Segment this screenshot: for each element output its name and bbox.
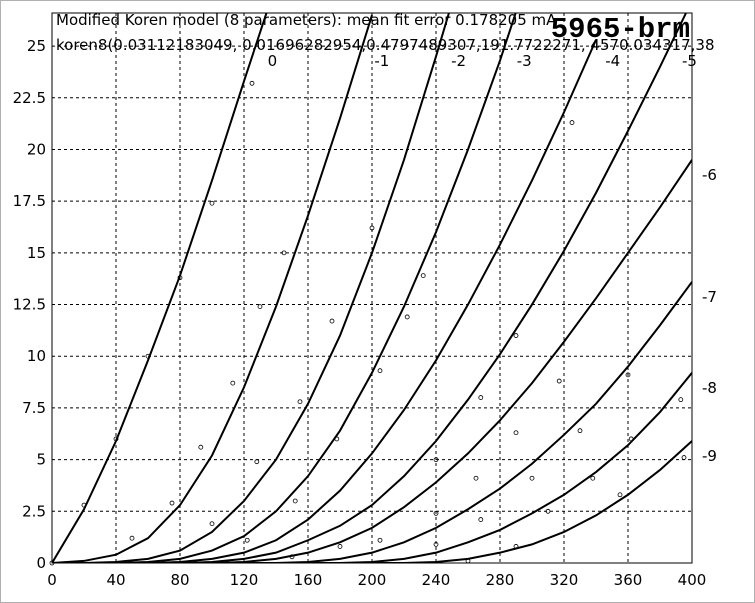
x-tick-label: 160 (294, 571, 323, 589)
measured-point (198, 444, 204, 450)
x-tick-label: 320 (550, 571, 579, 589)
curve (52, 39, 597, 563)
measured-point (334, 436, 340, 442)
curve-label: -3 (517, 52, 532, 70)
measured-point (628, 436, 634, 442)
measured-point (681, 455, 687, 460)
measured-point (289, 554, 295, 560)
grid (51, 13, 693, 564)
measured-point (145, 353, 151, 359)
y-tick-label: 22.5 (13, 89, 46, 107)
measured-point (529, 475, 535, 481)
measured-point (254, 459, 260, 465)
measured-point (513, 544, 519, 549)
curves (52, 13, 692, 563)
measured-point (404, 314, 410, 320)
y-tick-label: 10 (27, 347, 46, 365)
x-tick-label: 80 (170, 571, 189, 589)
measured-point (433, 541, 439, 547)
measured-point (377, 368, 383, 374)
y-tick-label: 25 (27, 37, 46, 55)
measured-point (577, 428, 583, 434)
curve-label: -4 (605, 52, 620, 70)
y-tick-label: 0 (36, 554, 46, 572)
curve (52, 372, 692, 563)
y-tick-label: 5 (36, 451, 46, 469)
measured-point (369, 225, 375, 231)
points (49, 80, 687, 566)
measured-point (337, 544, 343, 549)
labels: 0 40 80 120 160 200 240 280 320 360 40002.557.5101… (13, 37, 717, 589)
curve (52, 13, 450, 563)
measured-point (625, 372, 631, 378)
measured-point (297, 399, 303, 405)
measured-point (81, 502, 87, 508)
measured-point (209, 521, 215, 527)
measured-point (209, 200, 215, 206)
y-tick-label: 2.5 (22, 502, 46, 520)
x-tick-label: 0 (47, 571, 57, 589)
measured-point (177, 275, 183, 281)
curve (52, 13, 268, 563)
curve-label: -9 (702, 447, 717, 465)
x-tick-label: 280 (486, 571, 515, 589)
measured-point (169, 500, 175, 506)
measured-point (478, 395, 484, 400)
measured-point (257, 304, 263, 310)
curve-label: -6 (702, 166, 717, 184)
curve (52, 14, 373, 563)
measured-point (513, 333, 519, 338)
curve-label: -2 (451, 52, 466, 70)
measured-point (292, 498, 298, 504)
x-tick-label: 120 (230, 571, 259, 589)
measured-point (281, 250, 287, 256)
measured-point (473, 475, 479, 481)
measured-point (569, 120, 575, 125)
measured-point (329, 318, 335, 324)
y-tick-label: 17.5 (13, 192, 46, 210)
curve-label: -7 (702, 288, 717, 306)
measured-point (556, 378, 562, 384)
y-tick-label: 20 (27, 140, 46, 158)
curve (52, 440, 692, 563)
measured-point (678, 397, 684, 403)
y-tick-label: 12.5 (13, 296, 46, 314)
measured-point (433, 457, 439, 463)
measured-point (617, 492, 623, 498)
measured-point (377, 537, 383, 543)
chart-subtitle: koren8(0.03112183049, 0.01696282954,0.47… (56, 36, 715, 54)
measured-point (478, 517, 484, 522)
measured-point (244, 537, 250, 543)
curve-label: -5 (682, 52, 697, 70)
measured-point (230, 380, 236, 386)
measured-point (249, 80, 255, 86)
x-tick-label: 200 (358, 571, 387, 589)
tube-name: 5965-brm (551, 13, 690, 46)
x-tick-label: 360 (614, 571, 643, 589)
y-tick-label: 7.5 (22, 399, 46, 417)
curve-label: -1 (374, 52, 389, 70)
measured-point (420, 273, 426, 278)
curve (52, 13, 688, 563)
curve (52, 281, 692, 563)
x-tick-label: 240 (422, 571, 451, 589)
plot-frame (51, 12, 693, 564)
x-tick-label: 400 (678, 571, 707, 589)
measured-point (513, 430, 519, 436)
curve (52, 159, 692, 563)
chart-title: Modified Koren model (8 parameters): mea… (56, 11, 557, 29)
measured-point (433, 510, 439, 516)
curve-label: 0 (268, 52, 278, 70)
y-tick-label: 15 (27, 244, 46, 262)
measured-point (590, 475, 596, 481)
measured-point (545, 508, 551, 514)
curve-label: -8 (702, 379, 717, 397)
measured-point (113, 436, 119, 442)
x-tick-label: 40 (106, 571, 125, 589)
measured-point (129, 535, 135, 541)
